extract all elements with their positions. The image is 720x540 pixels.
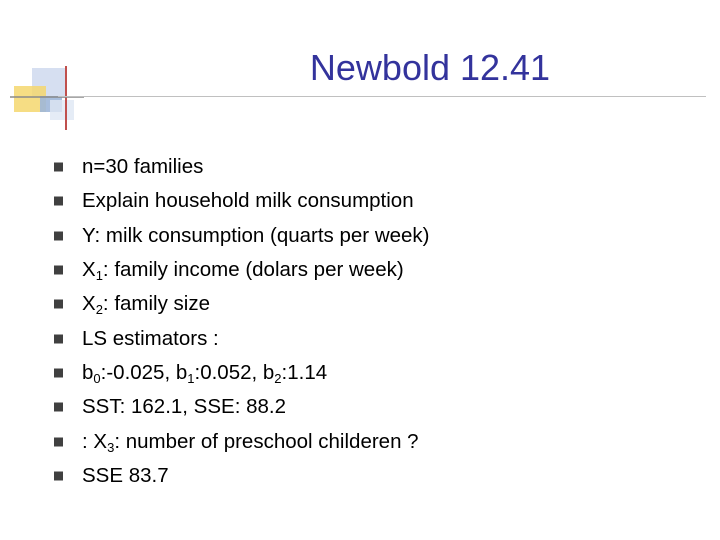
bullet-square-icon [54,162,63,172]
bullet-subscript: 2 [95,302,103,318]
bullet-text-run: : family size [102,292,210,316]
bullet-text: Y: milk consumption (quarts per week) [82,224,430,248]
bullet-text-run: :0.052, b [194,360,275,384]
slide-logo-decoration [10,66,84,130]
bullet-square-icon [54,334,63,344]
bullet-square-icon [54,196,63,206]
bullet-text-run: SST: 162.1, SSE: 88.2 [82,395,286,419]
bullet-text: SSE 83.7 [82,464,169,488]
bullet-text: Explain household milk consumption [82,189,414,213]
bullet-text-run: :1.14 [281,360,328,384]
bullet-square-icon [54,471,63,481]
bullet-text: : X3: number of preschool childeren ? [82,430,419,454]
bullet-text-run: b [82,360,94,384]
logo-squares-icon [10,66,84,130]
bullet-text-run: :-0.025, b [100,360,188,384]
bullet-subscript: 1 [187,370,195,386]
bullet-text-run: Explain household milk consumption [82,189,414,213]
bullet-subscript: 2 [274,370,282,386]
bullet-square-icon [54,368,63,378]
bullet-text-run: : X [82,429,108,453]
bullet-text: n=30 families [82,155,203,179]
bullet-text: LS estimators : [82,327,219,351]
bullet-subscript: 3 [107,439,115,455]
bullet-square-icon [54,265,63,275]
bullet-text: SST: 162.1, SSE: 88.2 [82,395,286,419]
bullet-subscript: 0 [93,370,101,386]
title-divider [58,96,706,97]
bullet-text: b0:-0.025, b1:0.052, b2:1.14 [82,361,327,385]
bullet-text-run: : number of preschool childeren ? [114,429,419,453]
bullet-text-run: SSE 83.7 [82,463,169,487]
bullet-square-icon [54,299,63,309]
bullet-text-run: X [82,258,96,282]
bullet-square-icon [54,437,63,447]
bullet-text-run: X [82,292,96,316]
bullet-text: X2: family size [82,292,210,316]
bullet-text-run: : family income (dolars per week) [102,258,404,282]
bullet-square-icon [54,231,63,241]
bullet-text: X1: family income (dolars per week) [82,258,404,282]
bullet-text-run: n=30 families [82,155,204,179]
bullet-text-run: Y: milk consumption (quarts per week) [82,223,430,247]
bullet-square-icon [54,402,63,412]
bullet-text-run: LS estimators : [82,326,219,350]
slide-title: Newbold 12.41 [309,47,551,88]
bullet-subscript: 1 [95,268,103,284]
